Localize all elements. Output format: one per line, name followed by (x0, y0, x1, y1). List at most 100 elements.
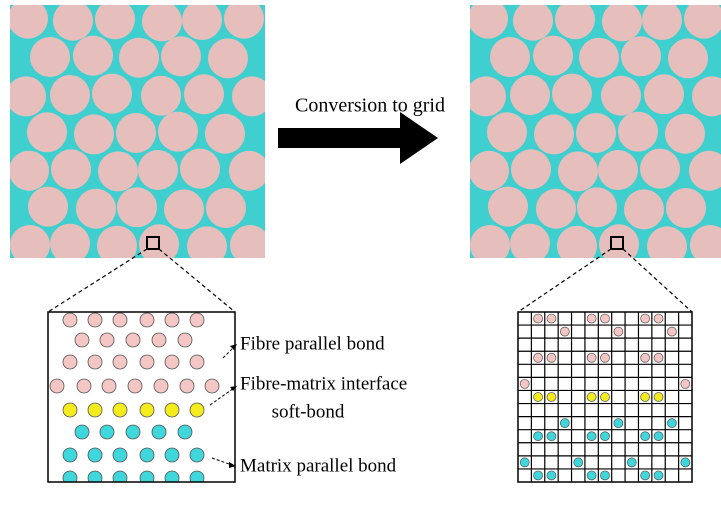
particle (681, 458, 690, 467)
particle (126, 425, 140, 439)
fibre (665, 114, 705, 154)
particle (614, 327, 623, 336)
fibre (618, 112, 658, 152)
fibre (224, 0, 264, 39)
particle (140, 448, 154, 462)
particle (178, 333, 192, 347)
fibre (74, 114, 114, 154)
fibre (621, 36, 661, 76)
particle (152, 425, 166, 439)
fibre-map-original (6, 0, 272, 266)
particle (587, 393, 596, 402)
fibre (555, 0, 595, 39)
fibre (229, 151, 269, 191)
particle (681, 379, 690, 388)
particle (587, 471, 596, 480)
fibre (180, 149, 220, 189)
particle (75, 425, 89, 439)
particle (88, 313, 102, 327)
particle (641, 353, 650, 362)
particle (165, 313, 179, 327)
particle (88, 403, 102, 417)
particle (601, 432, 610, 441)
fibre (206, 188, 246, 228)
fibre (511, 149, 551, 189)
fibre (184, 74, 224, 114)
fibre (513, 1, 553, 41)
particle (178, 425, 192, 439)
fibre (161, 36, 201, 76)
fibre (488, 187, 528, 227)
label: soft-bond (272, 401, 345, 422)
fibre (468, 0, 508, 39)
particle (547, 393, 556, 402)
particle (165, 403, 179, 417)
fibre (164, 189, 204, 229)
particle (520, 458, 529, 467)
fibre (205, 114, 245, 154)
particle (205, 379, 219, 393)
fibre (577, 187, 617, 227)
particle (140, 471, 154, 485)
particle (641, 471, 650, 480)
particle (574, 458, 583, 467)
fibre (208, 38, 248, 78)
particle (547, 353, 556, 362)
fibre (8, 0, 48, 39)
fibre (30, 37, 70, 77)
fibre (510, 224, 550, 264)
particle (601, 314, 610, 323)
fibre (92, 74, 132, 114)
particle (100, 425, 114, 439)
particle (654, 471, 663, 480)
particle (63, 355, 77, 369)
particle (88, 355, 102, 369)
fibre (552, 74, 592, 114)
fibre (119, 38, 159, 78)
fibre (53, 1, 93, 41)
particle (77, 379, 91, 393)
particle (165, 448, 179, 462)
fibres (6, 0, 272, 266)
particle (63, 471, 77, 485)
fibre (533, 36, 573, 76)
fibre (534, 114, 574, 154)
fibre (230, 225, 270, 265)
fibre (601, 76, 641, 116)
particle (152, 333, 166, 347)
fibre (232, 76, 272, 116)
conversion-arrow (278, 112, 438, 164)
fibre (95, 0, 135, 39)
particle (126, 333, 140, 347)
particle (63, 403, 77, 417)
particle (113, 471, 127, 485)
fibre (558, 151, 598, 191)
fibre (469, 151, 509, 191)
particle (165, 471, 179, 485)
fibre (466, 76, 506, 116)
figure: Conversion to grid Fibre parallel bond F… (0, 0, 721, 514)
particle (102, 379, 116, 393)
fibre (116, 113, 156, 153)
grid-detail (518, 312, 692, 482)
particle (190, 403, 204, 417)
fibre (98, 151, 138, 191)
particle (190, 471, 204, 485)
particle (614, 419, 623, 428)
particle (641, 393, 650, 402)
fibre (10, 225, 50, 265)
particle (534, 432, 543, 441)
particle (113, 355, 127, 369)
fibre (141, 76, 181, 116)
fibre (187, 226, 227, 266)
label: Matrix parallel bond (240, 455, 397, 476)
particle (587, 432, 596, 441)
particle (641, 432, 650, 441)
fibre (138, 150, 178, 190)
label: Fibre-matrix interface (240, 373, 407, 394)
fibre (647, 226, 687, 266)
particle (560, 327, 569, 336)
particle (667, 419, 676, 428)
fibre (624, 189, 664, 229)
fibre (644, 74, 684, 114)
